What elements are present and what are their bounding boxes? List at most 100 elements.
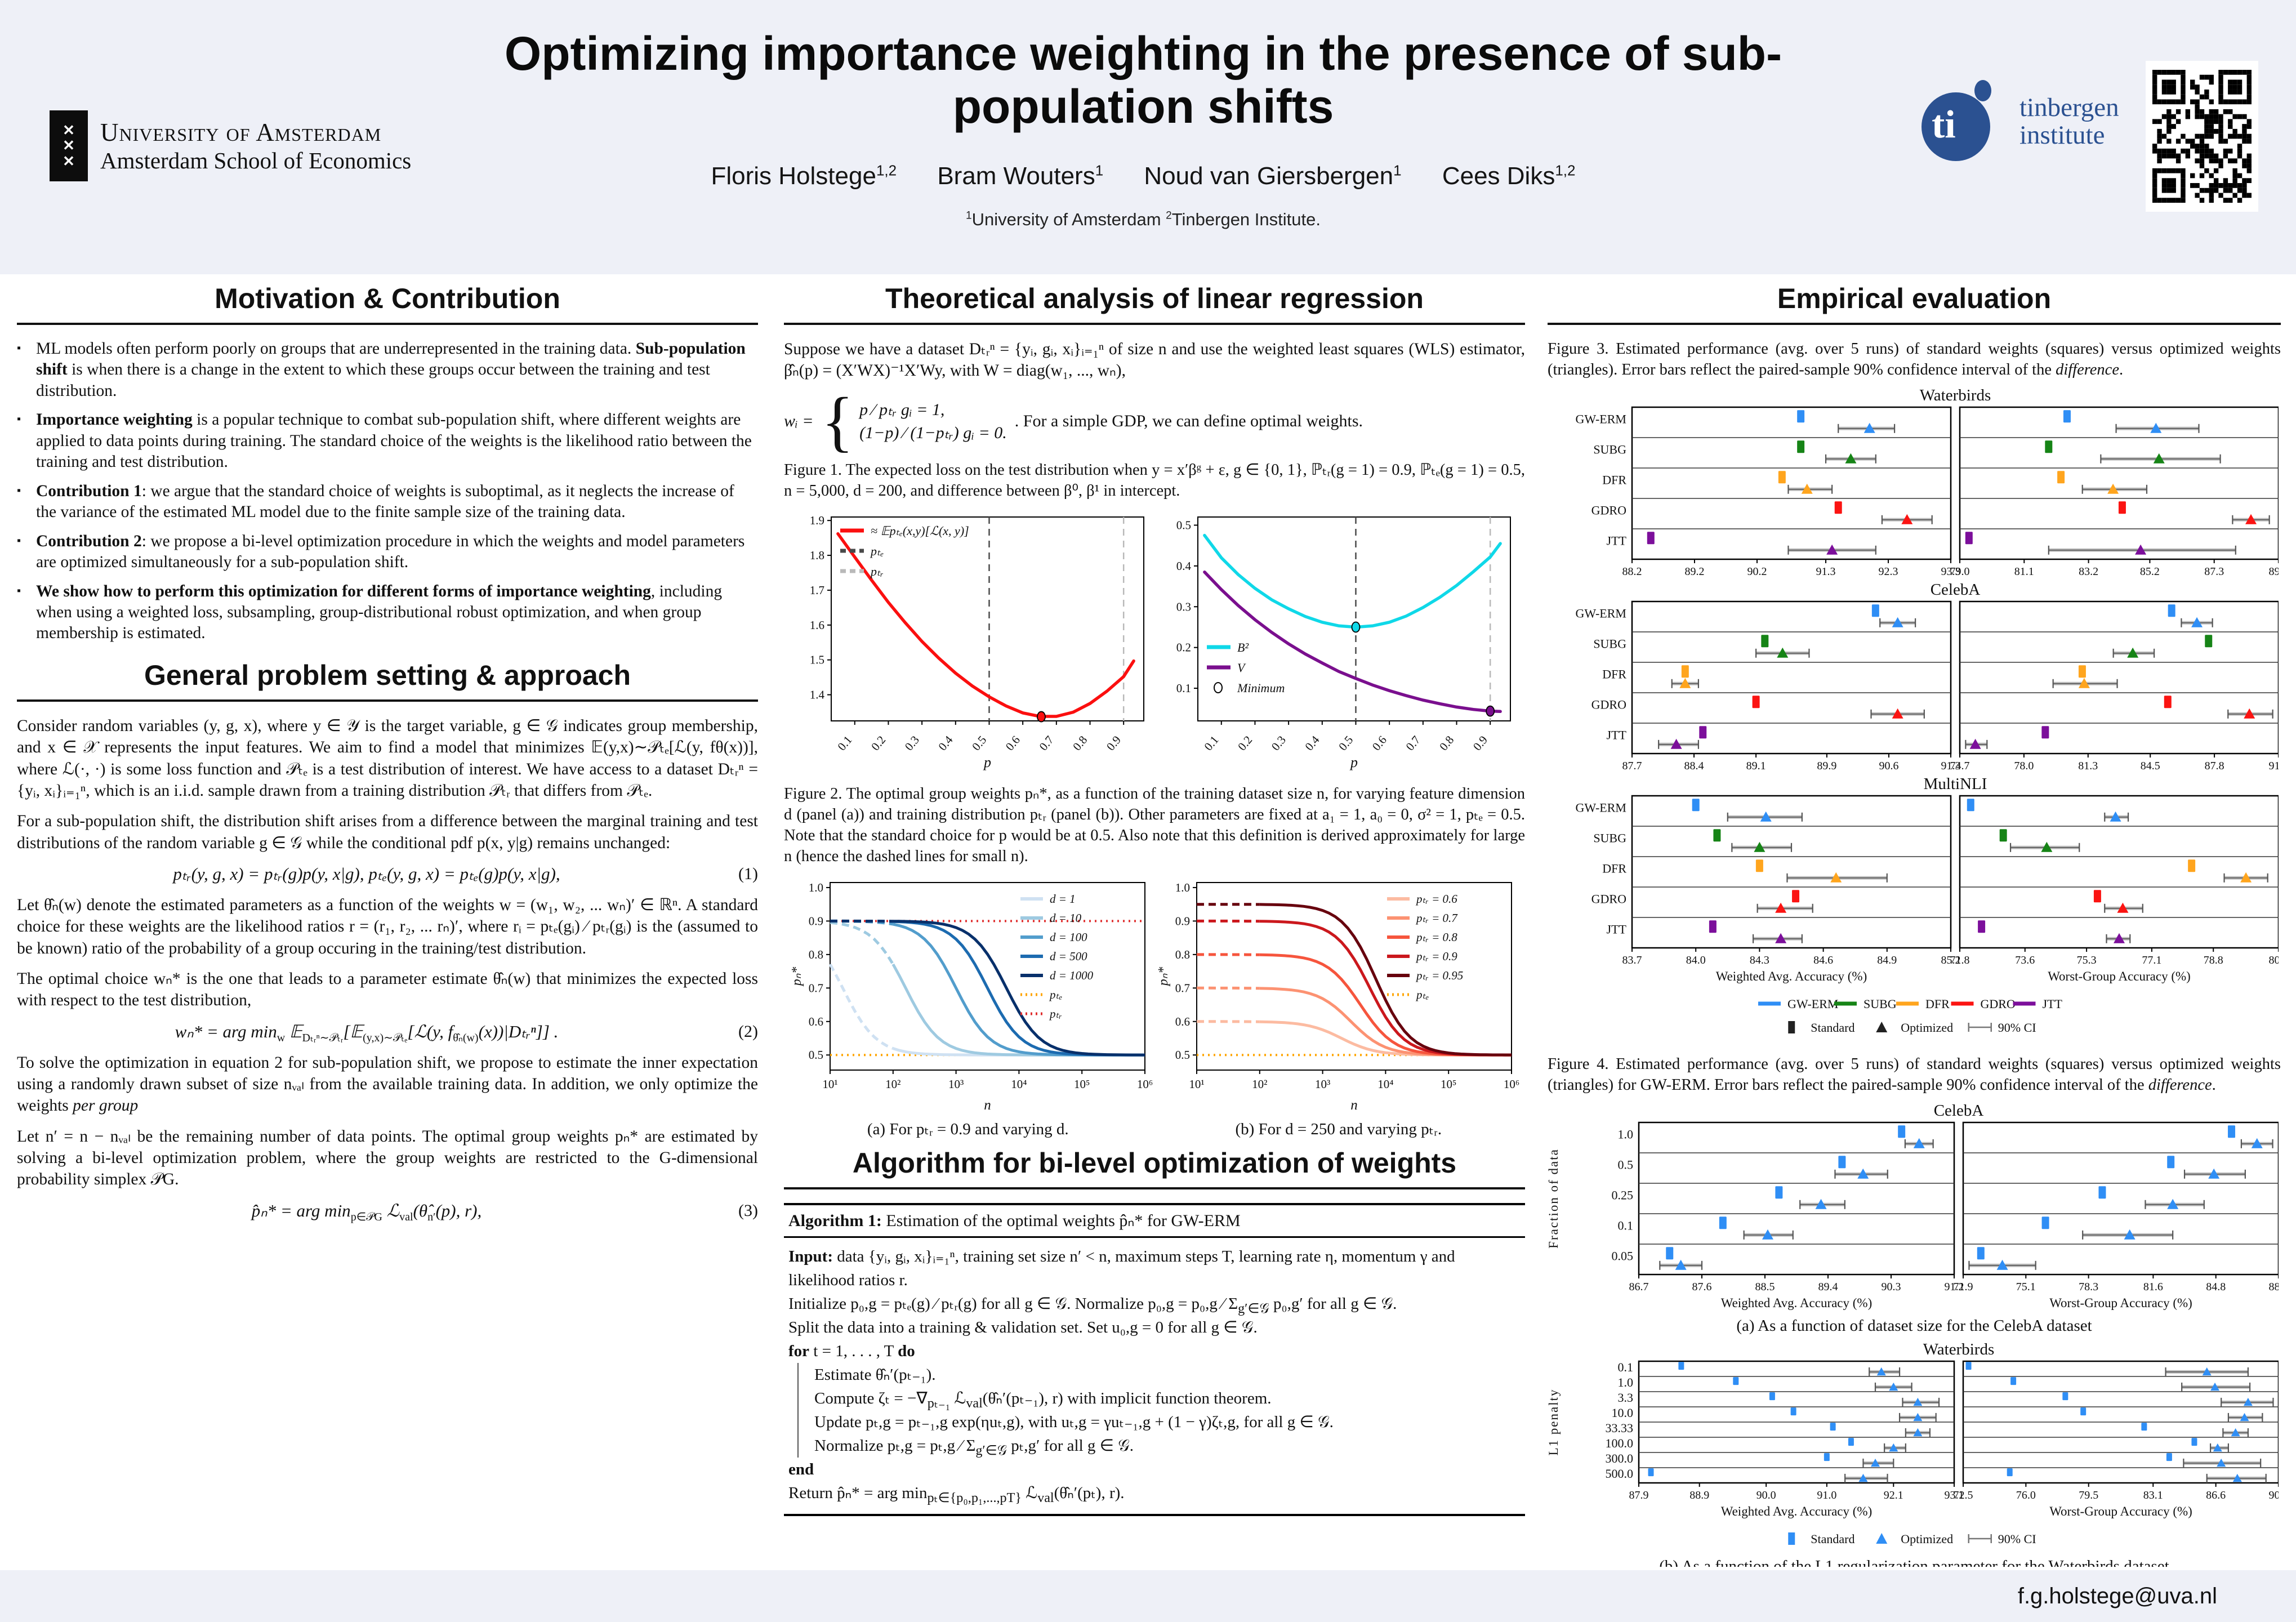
svg-text:10³: 10³ — [1315, 1077, 1330, 1091]
svg-text:91.2: 91.2 — [1945, 1281, 1964, 1293]
poster-title: Optimizing importance weighting in the p… — [504, 27, 1782, 133]
svg-text:0.6: 0.6 — [1175, 1015, 1190, 1028]
qr-code — [2146, 61, 2258, 212]
paragraph: Consider random variables (y, g, x), whe… — [17, 716, 758, 800]
svg-text:Worst-Group Accuracy (%): Worst-Group Accuracy (%) — [2048, 969, 2191, 983]
author: Bram Wouters1 — [937, 162, 1104, 190]
bullet-item: ▪ Contribution 2: we propose a bi-level o… — [17, 531, 758, 573]
svg-text:84.8: 84.8 — [2206, 1281, 2226, 1293]
piecewise-weights: wᵢ = { p ⁄ pₜᵣ gᵢ = 1, (1−p) ⁄ (1−pₜᵣ) g… — [784, 383, 1363, 458]
svg-text:pₙ*: pₙ* — [790, 967, 804, 987]
svg-text:1.4: 1.4 — [810, 688, 825, 701]
svg-text:CelebA: CelebA — [1934, 1103, 1984, 1120]
svg-text:77.1: 77.1 — [2142, 954, 2161, 966]
svg-text:0.3: 0.3 — [1176, 600, 1191, 613]
svg-text:DFR: DFR — [1602, 667, 1626, 681]
svg-text:1.0: 1.0 — [1175, 881, 1190, 894]
svg-text:0.1: 0.1 — [1176, 681, 1191, 695]
svg-text:89.4: 89.4 — [1818, 1281, 1838, 1293]
svg-text:0.4: 0.4 — [935, 733, 956, 753]
svg-text:d = 10: d = 10 — [1050, 911, 1082, 925]
svg-text:10²: 10² — [1252, 1077, 1267, 1091]
equation-1: pₜᵣ(y, g, x) = pₜᵣ(g)p(y, x|g), pₜₑ(y, g… — [173, 863, 758, 884]
figure2-subcaption-b: (b) For d = 250 and varying pₜᵣ. — [1235, 1120, 1442, 1138]
heading-rule — [1548, 323, 2281, 325]
svg-text:0.5: 0.5 — [969, 733, 989, 754]
svg-text:0.25: 0.25 — [1612, 1188, 1634, 1202]
figure1-bias-variance-plot: 0.1 0.2 0.3 0.4 0.5 0.1 0.2 0.3 0.4 0.5 0.6 0.7 0.8 0… — [1156, 509, 1519, 776]
svg-text:73.6: 73.6 — [2015, 954, 2035, 966]
svg-text:GW-ERM: GW-ERM — [1576, 801, 1626, 815]
svg-text:d = 1: d = 1 — [1050, 892, 1076, 906]
svg-text:0.05: 0.05 — [1612, 1249, 1634, 1263]
svg-text:79.0: 79.0 — [1950, 565, 1970, 578]
svg-text:89.2: 89.2 — [1684, 565, 1704, 578]
figure4-legend: Standard Optimized 90% CI — [1548, 1524, 2281, 1556]
svg-text:pₜᵣ = 0.6: pₜᵣ = 0.6 — [1415, 892, 1457, 906]
svg-text:1.0: 1.0 — [1618, 1375, 1634, 1389]
svg-text:81.6: 81.6 — [2143, 1281, 2163, 1293]
svg-text:V: V — [1237, 661, 1246, 675]
figure3-multinli-panel: MultiNLI 83.7 84.0 84.3 84.6 84.9 85.2 Weighted… — [1548, 775, 2281, 989]
svg-text:84.0: 84.0 — [1686, 954, 1706, 966]
bullet-item: ▪ Contribution 1: we argue that the stand… — [17, 481, 758, 523]
svg-text:Standard: Standard — [1811, 1532, 1854, 1546]
tinbergen-logo-icon: ti — [1921, 80, 2005, 163]
algorithm-body: Input: data {yᵢ, gᵢ, xᵢ}ᵢ₌₁ⁿ, training s… — [784, 1238, 1525, 1514]
svg-text:83.1: 83.1 — [2143, 1489, 2163, 1501]
svg-text:90.6: 90.6 — [1879, 760, 1898, 772]
svg-text:0.5: 0.5 — [1336, 733, 1356, 754]
svg-text:1.5: 1.5 — [810, 653, 824, 666]
equation-2: wₙ* = arg minw 𝔼Dₜᵣⁿ∼𝒫ₜᵣ[𝔼(y,x)∼𝒫ₜₑ[ℒ(y,… — [175, 1021, 758, 1044]
svg-text:0.7: 0.7 — [809, 981, 823, 995]
svg-text:79.5: 79.5 — [2079, 1489, 2098, 1501]
svg-text:n: n — [984, 1098, 991, 1113]
paragraph: The optimal choice wₙ* is the one that l… — [17, 969, 758, 1010]
figure4-subcaption-a: (a) As a function of dataset size for th… — [1736, 1317, 2092, 1335]
algorithm-line: end — [788, 1460, 814, 1479]
affiliations-line: 1University of Amsterdam 2Tinbergen Inst… — [966, 210, 1321, 229]
figure4-celeba-panel: CelebA 86.7 87.6 88.5 89.4 90.3 91.2 Weighted A… — [1548, 1102, 2281, 1316]
svg-text:1.9: 1.9 — [810, 514, 824, 527]
figure3-celeba-panel: CelebA 87.7 88.4 89.1 89.9 90.6 91.3 74.7 78.0 81… — [1548, 581, 2281, 777]
svg-text:0.4: 0.4 — [1176, 559, 1192, 573]
svg-text:GDRO: GDRO — [1591, 503, 1626, 518]
uva-crest-icon: ✕ ✕ ✕ — [50, 110, 88, 181]
algorithm-line: Update pₜ,g = pₜ₋₁,g exp(ηuₜ,g), with uₜ… — [814, 1413, 1334, 1432]
svg-text:0.3: 0.3 — [1269, 733, 1289, 754]
bullet-icon: ▪ — [17, 534, 21, 547]
svg-text:72.5: 72.5 — [1954, 1489, 1973, 1501]
svg-text:B²: B² — [1237, 640, 1249, 654]
svg-text:76.0: 76.0 — [2016, 1489, 2036, 1501]
svg-text:0.8: 0.8 — [1175, 948, 1190, 961]
svg-text:pₜᵣ = 0.9: pₜᵣ = 0.9 — [1415, 950, 1457, 963]
svg-text:71.8: 71.8 — [1950, 954, 1970, 966]
svg-text:JTT: JTT — [1607, 534, 1627, 548]
figure3-caption: Figure 3. Estimated performance (avg. ov… — [1548, 340, 2281, 379]
svg-text:Optimized: Optimized — [1901, 1021, 1953, 1035]
svg-text:74.7: 74.7 — [1950, 760, 1970, 772]
svg-text:1.0: 1.0 — [1618, 1128, 1634, 1142]
svg-text:n: n — [1350, 1098, 1358, 1113]
svg-text:d = 500: d = 500 — [1050, 950, 1087, 963]
svg-text:0.9: 0.9 — [1470, 733, 1490, 754]
svg-text:78.8: 78.8 — [2204, 954, 2223, 966]
svg-text:88.4: 88.4 — [1684, 760, 1704, 772]
svg-text:0.1: 0.1 — [835, 733, 854, 754]
uva-logo: ✕ ✕ ✕ University of Amsterdam Amsterdam Sc… — [50, 110, 411, 181]
svg-text:10¹: 10¹ — [1189, 1077, 1204, 1091]
svg-text:pₙ*: pₙ* — [1156, 967, 1171, 987]
figure2-panel-b: 0.5 0.6 0.7 0.8 0.9 1.0 10¹ 10² 10³ 10⁴ 10⁵ 10⁶ pₜᵣ … — [1156, 875, 1519, 1117]
column-theory: Theoretical analysis of linear regressio… — [784, 280, 1525, 1567]
svg-text:Worst-Group Accuracy (%): Worst-Group Accuracy (%) — [2049, 1296, 2192, 1310]
svg-text:300.0: 300.0 — [1606, 1451, 1634, 1465]
svg-text:88.2: 88.2 — [1622, 565, 1642, 578]
svg-text:0.2: 0.2 — [1176, 640, 1191, 654]
svg-text:85.2: 85.2 — [1941, 954, 1961, 966]
svg-text:≈ 𝔼pₜₑ(x,y)[ℒ(x, y)]: ≈ 𝔼pₜₑ(x,y)[ℒ(x, y)] — [871, 524, 969, 538]
svg-text:90% CI: 90% CI — [1998, 1532, 2036, 1546]
svg-text:MultiNLI: MultiNLI — [1924, 777, 1987, 793]
uva-school: Amsterdam School of Economics — [100, 148, 412, 173]
figure2-subcaption-a: (a) For pₜᵣ = 0.9 and varying d. — [867, 1120, 1069, 1138]
